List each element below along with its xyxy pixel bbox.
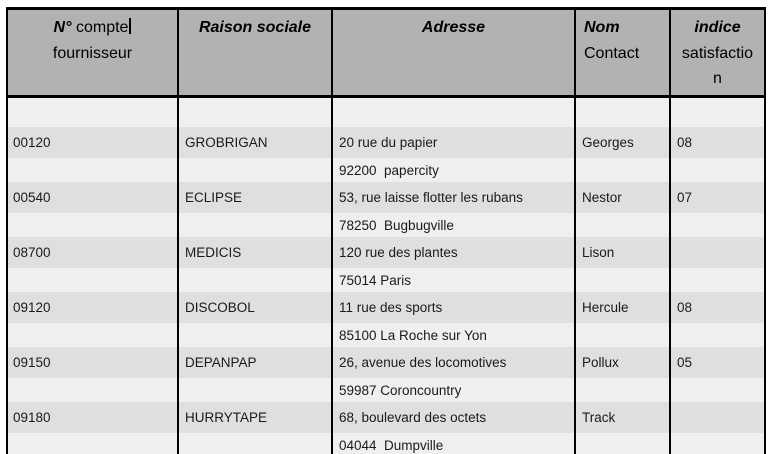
- text-cursor-icon: [129, 18, 132, 34]
- cell-contact[interactable]: Nestor: [574, 182, 671, 213]
- cell-address1[interactable]: 11 rue des sports: [331, 292, 576, 323]
- header-account-line2: fournisseur: [52, 45, 133, 62]
- cell-contact[interactable]: Pollux: [574, 347, 671, 378]
- cell-address2[interactable]: 75014 Paris: [331, 268, 576, 292]
- cell-account[interactable]: 09120: [6, 292, 179, 323]
- suppliers-table: N° compte fournisseur Raison sociale Adre…: [6, 7, 766, 454]
- cell-company-empty[interactable]: [177, 213, 333, 237]
- cell-address2[interactable]: 92200 papercity: [331, 158, 576, 182]
- empty-cell[interactable]: [6, 96, 179, 127]
- header-contact[interactable]: Nom Contact: [574, 8, 671, 98]
- cell-contact[interactable]: Track: [574, 402, 671, 433]
- cell-company-empty[interactable]: [177, 378, 333, 402]
- cell-account-empty[interactable]: [6, 323, 179, 347]
- empty-cell[interactable]: [574, 96, 671, 127]
- cell-company[interactable]: DISCOBOL: [177, 292, 333, 323]
- empty-cell[interactable]: [669, 96, 766, 127]
- cell-company[interactable]: HURRYTAPE: [177, 402, 333, 433]
- cell-contact[interactable]: Hercule: [574, 292, 671, 323]
- cell-address2[interactable]: 85100 La Roche sur Yon: [331, 323, 576, 347]
- cell-company[interactable]: MEDICIS: [177, 237, 333, 268]
- cell-address1[interactable]: 68, boulevard des octets: [331, 402, 576, 433]
- cell-company[interactable]: ECLIPSE: [177, 182, 333, 213]
- cell-address1[interactable]: 53, rue laisse flotter les rubans: [331, 182, 576, 213]
- cell-address1[interactable]: 120 rue des plantes: [331, 237, 576, 268]
- cell-index-empty[interactable]: [669, 323, 766, 347]
- header-address[interactable]: Adresse: [331, 8, 576, 98]
- supplier-row-depanpap: 09150 DEPANPAP 26, avenue des locomotive…: [6, 347, 766, 378]
- cell-account-empty[interactable]: [6, 378, 179, 402]
- cell-company-empty[interactable]: [177, 433, 333, 454]
- cell-contact-empty[interactable]: [574, 268, 671, 292]
- cell-account[interactable]: 00120: [6, 127, 179, 158]
- cell-contact[interactable]: Georges: [574, 127, 671, 158]
- empty-cell[interactable]: [177, 96, 333, 127]
- cell-index[interactable]: [669, 402, 766, 433]
- supplier-row-hurrytape: 09180 HURRYTAPE 68, boulevard des octets…: [6, 402, 766, 433]
- cell-index-empty[interactable]: [669, 158, 766, 182]
- cell-index-empty[interactable]: [669, 268, 766, 292]
- supplier-row-eclipse: 00540 ECLIPSE 53, rue laisse flotter les…: [6, 182, 766, 213]
- cell-contact[interactable]: Lison: [574, 237, 671, 268]
- cell-contact-empty[interactable]: [574, 323, 671, 347]
- cell-index[interactable]: 05: [669, 347, 766, 378]
- cell-contact-empty[interactable]: [574, 213, 671, 237]
- header-row: N° compte fournisseur Raison sociale Adre…: [6, 8, 766, 98]
- cell-address1[interactable]: 20 rue du papier: [331, 127, 576, 158]
- supplier-row-medicis-address2: 75014 Paris: [6, 268, 766, 292]
- header-account-line1: N° compte: [54, 18, 132, 36]
- supplier-row-eclipse-address2: 78250 Bugbugville: [6, 213, 766, 237]
- cell-company[interactable]: GROBRIGAN: [177, 127, 333, 158]
- cell-account[interactable]: 09150: [6, 347, 179, 378]
- cell-company-empty[interactable]: [177, 158, 333, 182]
- cell-index-empty[interactable]: [669, 378, 766, 402]
- supplier-row-grobrigan: 00120 GROBRIGAN 20 rue du papier Georges…: [6, 127, 766, 158]
- cell-account-empty[interactable]: [6, 268, 179, 292]
- cell-address2[interactable]: 59987 Coroncountry: [331, 378, 576, 402]
- cell-contact-empty[interactable]: [574, 433, 671, 454]
- cell-index[interactable]: 08: [669, 127, 766, 158]
- supplier-row-discobol-address2: 85100 La Roche sur Yon: [6, 323, 766, 347]
- cell-index-empty[interactable]: [669, 433, 766, 454]
- cell-index[interactable]: 07: [669, 182, 766, 213]
- header-company[interactable]: Raison sociale: [177, 8, 333, 98]
- cell-account[interactable]: 08700: [6, 237, 179, 268]
- cell-account[interactable]: 00540: [6, 182, 179, 213]
- cell-account-empty[interactable]: [6, 213, 179, 237]
- header-index[interactable]: indice satisfaction: [669, 8, 766, 98]
- cell-account[interactable]: 09180: [6, 402, 179, 433]
- cell-company[interactable]: DEPANPAP: [177, 347, 333, 378]
- cell-address2[interactable]: 78250 Bugbugville: [331, 213, 576, 237]
- supplier-row-hurrytape-address2: 04044 Dumpville: [6, 433, 766, 454]
- cell-address1[interactable]: 26, avenue des locomotives: [331, 347, 576, 378]
- header-account[interactable]: N° compte fournisseur: [6, 8, 179, 98]
- empty-row: [6, 96, 766, 127]
- supplier-row-depanpap-address2: 59987 Coroncountry: [6, 378, 766, 402]
- cell-company-empty[interactable]: [177, 268, 333, 292]
- empty-cell[interactable]: [331, 96, 576, 127]
- cell-index[interactable]: 08: [669, 292, 766, 323]
- supplier-row-discobol: 09120 DISCOBOL 11 rue des sports Hercule…: [6, 292, 766, 323]
- supplier-row-medicis: 08700 MEDICIS 120 rue des plantes Lison: [6, 237, 766, 268]
- cell-index[interactable]: [669, 237, 766, 268]
- cell-account-empty[interactable]: [6, 158, 179, 182]
- cell-company-empty[interactable]: [177, 323, 333, 347]
- cell-contact-empty[interactable]: [574, 158, 671, 182]
- supplier-row-grobrigan-address2: 92200 papercity: [6, 158, 766, 182]
- cell-account-empty[interactable]: [6, 433, 179, 454]
- cell-address2[interactable]: 04044 Dumpville: [331, 433, 576, 454]
- cell-contact-empty[interactable]: [574, 378, 671, 402]
- cell-index-empty[interactable]: [669, 213, 766, 237]
